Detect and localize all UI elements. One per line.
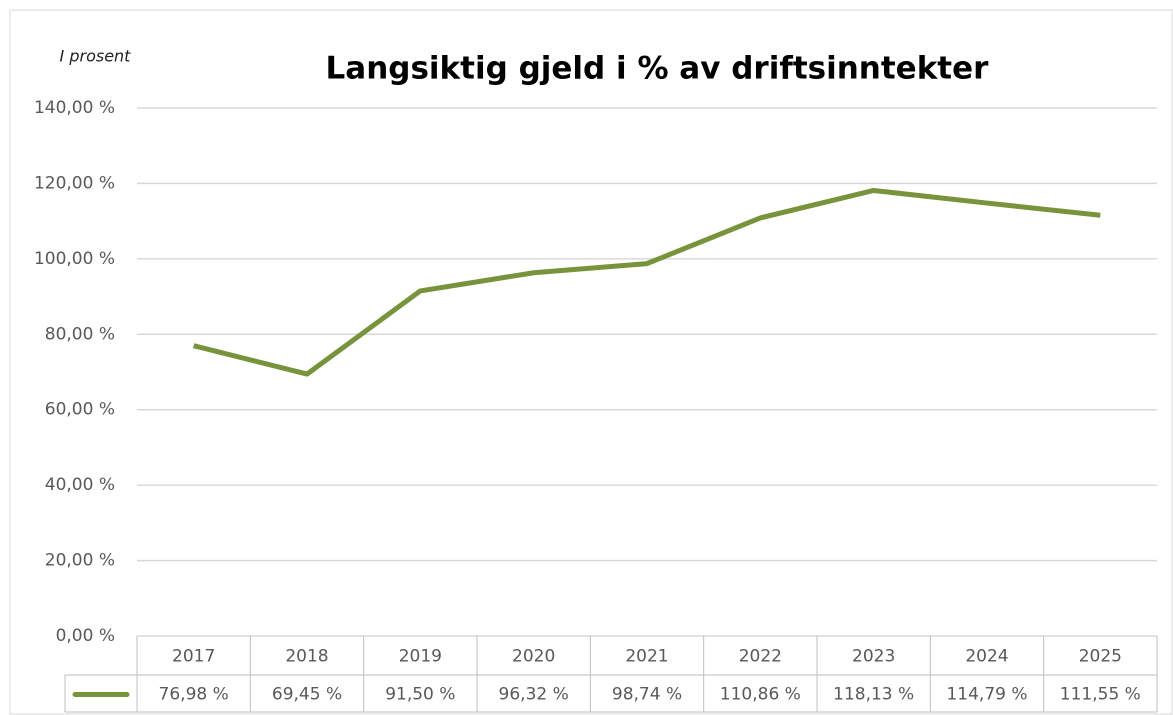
data-label: 98,74 %	[612, 685, 682, 705]
data-label: 118,13 %	[833, 685, 914, 705]
data-label: 91,50 %	[385, 685, 455, 705]
x-tick-label: 2018	[285, 647, 328, 667]
y-tick-label: 120,00 %	[34, 173, 115, 193]
data-line	[193, 187, 1101, 377]
y-tick-label: 0,00 %	[56, 626, 115, 646]
data-label: 114,79 %	[946, 685, 1027, 705]
x-tick-label: 2021	[625, 647, 668, 667]
x-tick-label: 2024	[965, 647, 1008, 667]
x-tick-label: 2019	[399, 647, 442, 667]
x-tick-label: 2023	[852, 647, 895, 667]
y-tick-label: 20,00 %	[45, 551, 115, 571]
y-tick-label: 40,00 %	[45, 475, 115, 495]
y-tick-label: 60,00 %	[45, 400, 115, 420]
x-tick-label: 2017	[172, 647, 215, 667]
chart-title: Langsiktig gjeld i % av driftsinntekter	[326, 51, 990, 87]
data-label: 111,55 %	[1060, 685, 1141, 705]
y-tick-label: 100,00 %	[34, 249, 115, 269]
data-label: 96,32 %	[499, 685, 569, 705]
data-label: 110,86 %	[720, 685, 801, 705]
y-tick-label: 140,00 %	[34, 98, 115, 118]
y-tick-label: 80,00 %	[45, 324, 115, 344]
x-tick-label: 2020	[512, 647, 555, 667]
x-tick-label: 2022	[739, 647, 782, 667]
data-label: 69,45 %	[272, 685, 342, 705]
y-axis-label: I prosent	[60, 47, 132, 66]
x-tick-label: 2025	[1079, 647, 1122, 667]
data-label: 76,98 %	[159, 685, 229, 705]
chart-border	[9, 9, 1173, 715]
